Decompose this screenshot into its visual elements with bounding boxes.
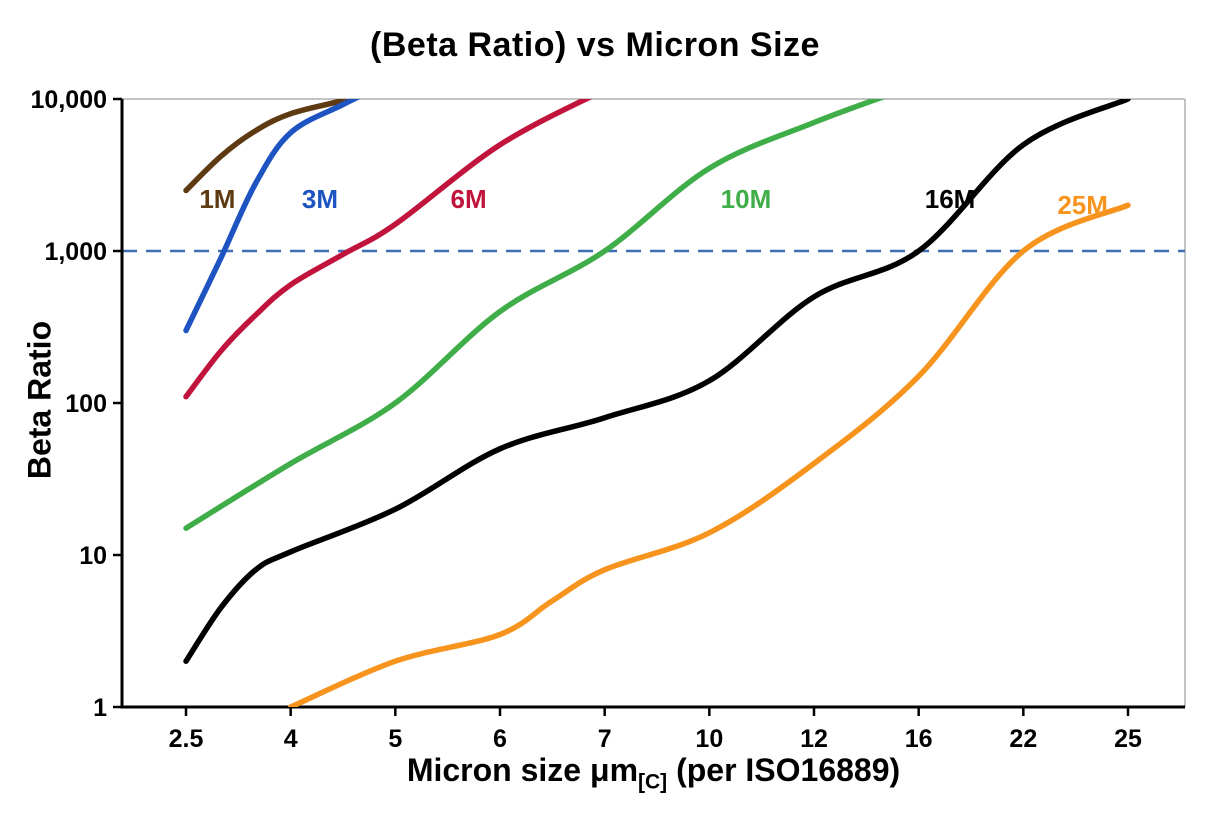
x-tick-label: 22: [1009, 725, 1037, 753]
x-tick-label: 16: [905, 725, 933, 753]
series-label-10M: 10M: [721, 184, 772, 214]
series-curve-25M: [287, 202, 1131, 707]
series-curve-16M: [183, 99, 1131, 664]
series-label-1M: 1M: [199, 184, 235, 214]
x-tick-label: 2.5: [169, 725, 204, 753]
series-curve-1M: [183, 99, 358, 194]
series-label-3M: 3M: [302, 184, 338, 214]
series-label-25M: 25M: [1057, 190, 1108, 220]
series-curve-3M: [183, 99, 361, 334]
x-tick-label: 5: [388, 725, 402, 753]
series-label-16M: 16M: [925, 184, 976, 214]
x-tick-label: 6: [493, 725, 507, 753]
series-curve-10M: [183, 99, 886, 531]
y-tick-label: 10: [79, 542, 107, 570]
x-tick-label: 4: [284, 725, 298, 753]
x-tick-label: 25: [1114, 725, 1142, 753]
x-axis-title: Micron size μm[C] (per ISO16889): [122, 752, 1185, 794]
x-tick-label: 12: [800, 725, 828, 753]
y-tick-label: 10,000: [31, 86, 107, 114]
x-axis-title-subscript: [C]: [638, 770, 668, 794]
series-curve-6M: [183, 99, 593, 400]
y-tick-label: 1,000: [44, 238, 107, 266]
y-tick-label: 1: [93, 694, 107, 722]
x-tick-label: 7: [598, 725, 612, 753]
y-tick-label: 100: [65, 390, 107, 418]
chart-title: (Beta Ratio) vs Micron Size: [370, 26, 820, 64]
series-label-6M: 6M: [451, 184, 487, 214]
x-tick-label: 10: [695, 725, 723, 753]
x-axis-title-main: Micron size μm: [406, 752, 639, 788]
x-axis-title-suffix: (per ISO16889): [667, 752, 901, 788]
